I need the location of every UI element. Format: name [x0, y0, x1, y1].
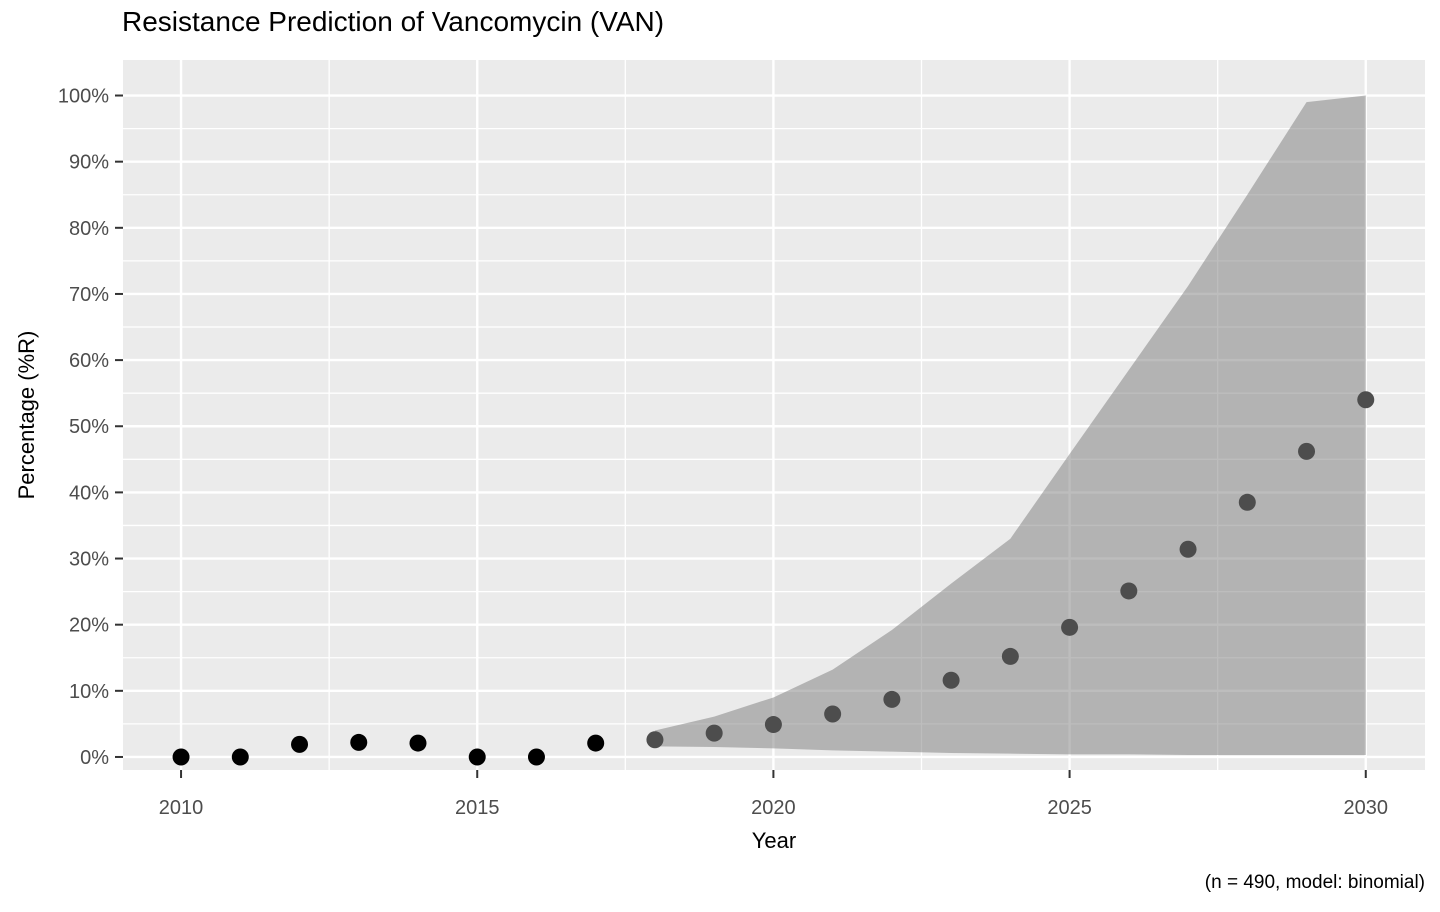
observed-point [350, 733, 368, 751]
predicted-point [764, 716, 782, 734]
x-tick-label: 2030 [1344, 797, 1389, 819]
predicted-point [1238, 493, 1256, 511]
confidence-ribbon [654, 95, 1366, 755]
y-tick-label: 30% [69, 549, 109, 571]
predicted-point [1120, 582, 1138, 600]
y-tick-label: 50% [69, 416, 109, 438]
y-tick-label: 20% [69, 615, 109, 637]
y-tick-label: 80% [69, 218, 109, 240]
predicted-point [1001, 647, 1019, 665]
observed-point [231, 748, 249, 766]
y-tick-label: 10% [69, 681, 109, 703]
y-tick-label: 40% [69, 482, 109, 504]
y-axis-title: Percentage (%R) [14, 330, 39, 500]
chart-title: Resistance Prediction of Vancomycin (VAN… [122, 6, 665, 37]
x-tick-label: 2025 [1047, 797, 1092, 819]
y-tick-label: 0% [80, 747, 109, 769]
predicted-point [1298, 442, 1316, 460]
x-axis-title: Year [751, 828, 797, 853]
predicted-point [1061, 618, 1079, 636]
observed-point [587, 734, 605, 752]
x-tick-label: 2020 [751, 797, 796, 819]
y-tick-label: 100% [58, 86, 109, 108]
y-tick-label: 60% [69, 350, 109, 372]
predicted-point [1357, 391, 1375, 409]
observed-point [468, 748, 486, 766]
x-tick-label: 2010 [159, 797, 204, 819]
y-tick-label: 90% [69, 152, 109, 174]
x-tick-label: 2015 [455, 797, 500, 819]
predicted-point [705, 724, 723, 742]
observed-point [172, 748, 190, 766]
predicted-point [824, 705, 842, 723]
observed-point [409, 734, 427, 752]
predicted-point [646, 731, 664, 749]
predicted-point [883, 690, 901, 708]
observed-point [291, 735, 309, 753]
predicted-point [1179, 540, 1197, 558]
predicted-point [942, 671, 960, 689]
y-tick-label: 70% [69, 284, 109, 306]
observed-point [527, 748, 545, 766]
chart-caption: (n = 490, model: binomial) [1204, 872, 1425, 893]
